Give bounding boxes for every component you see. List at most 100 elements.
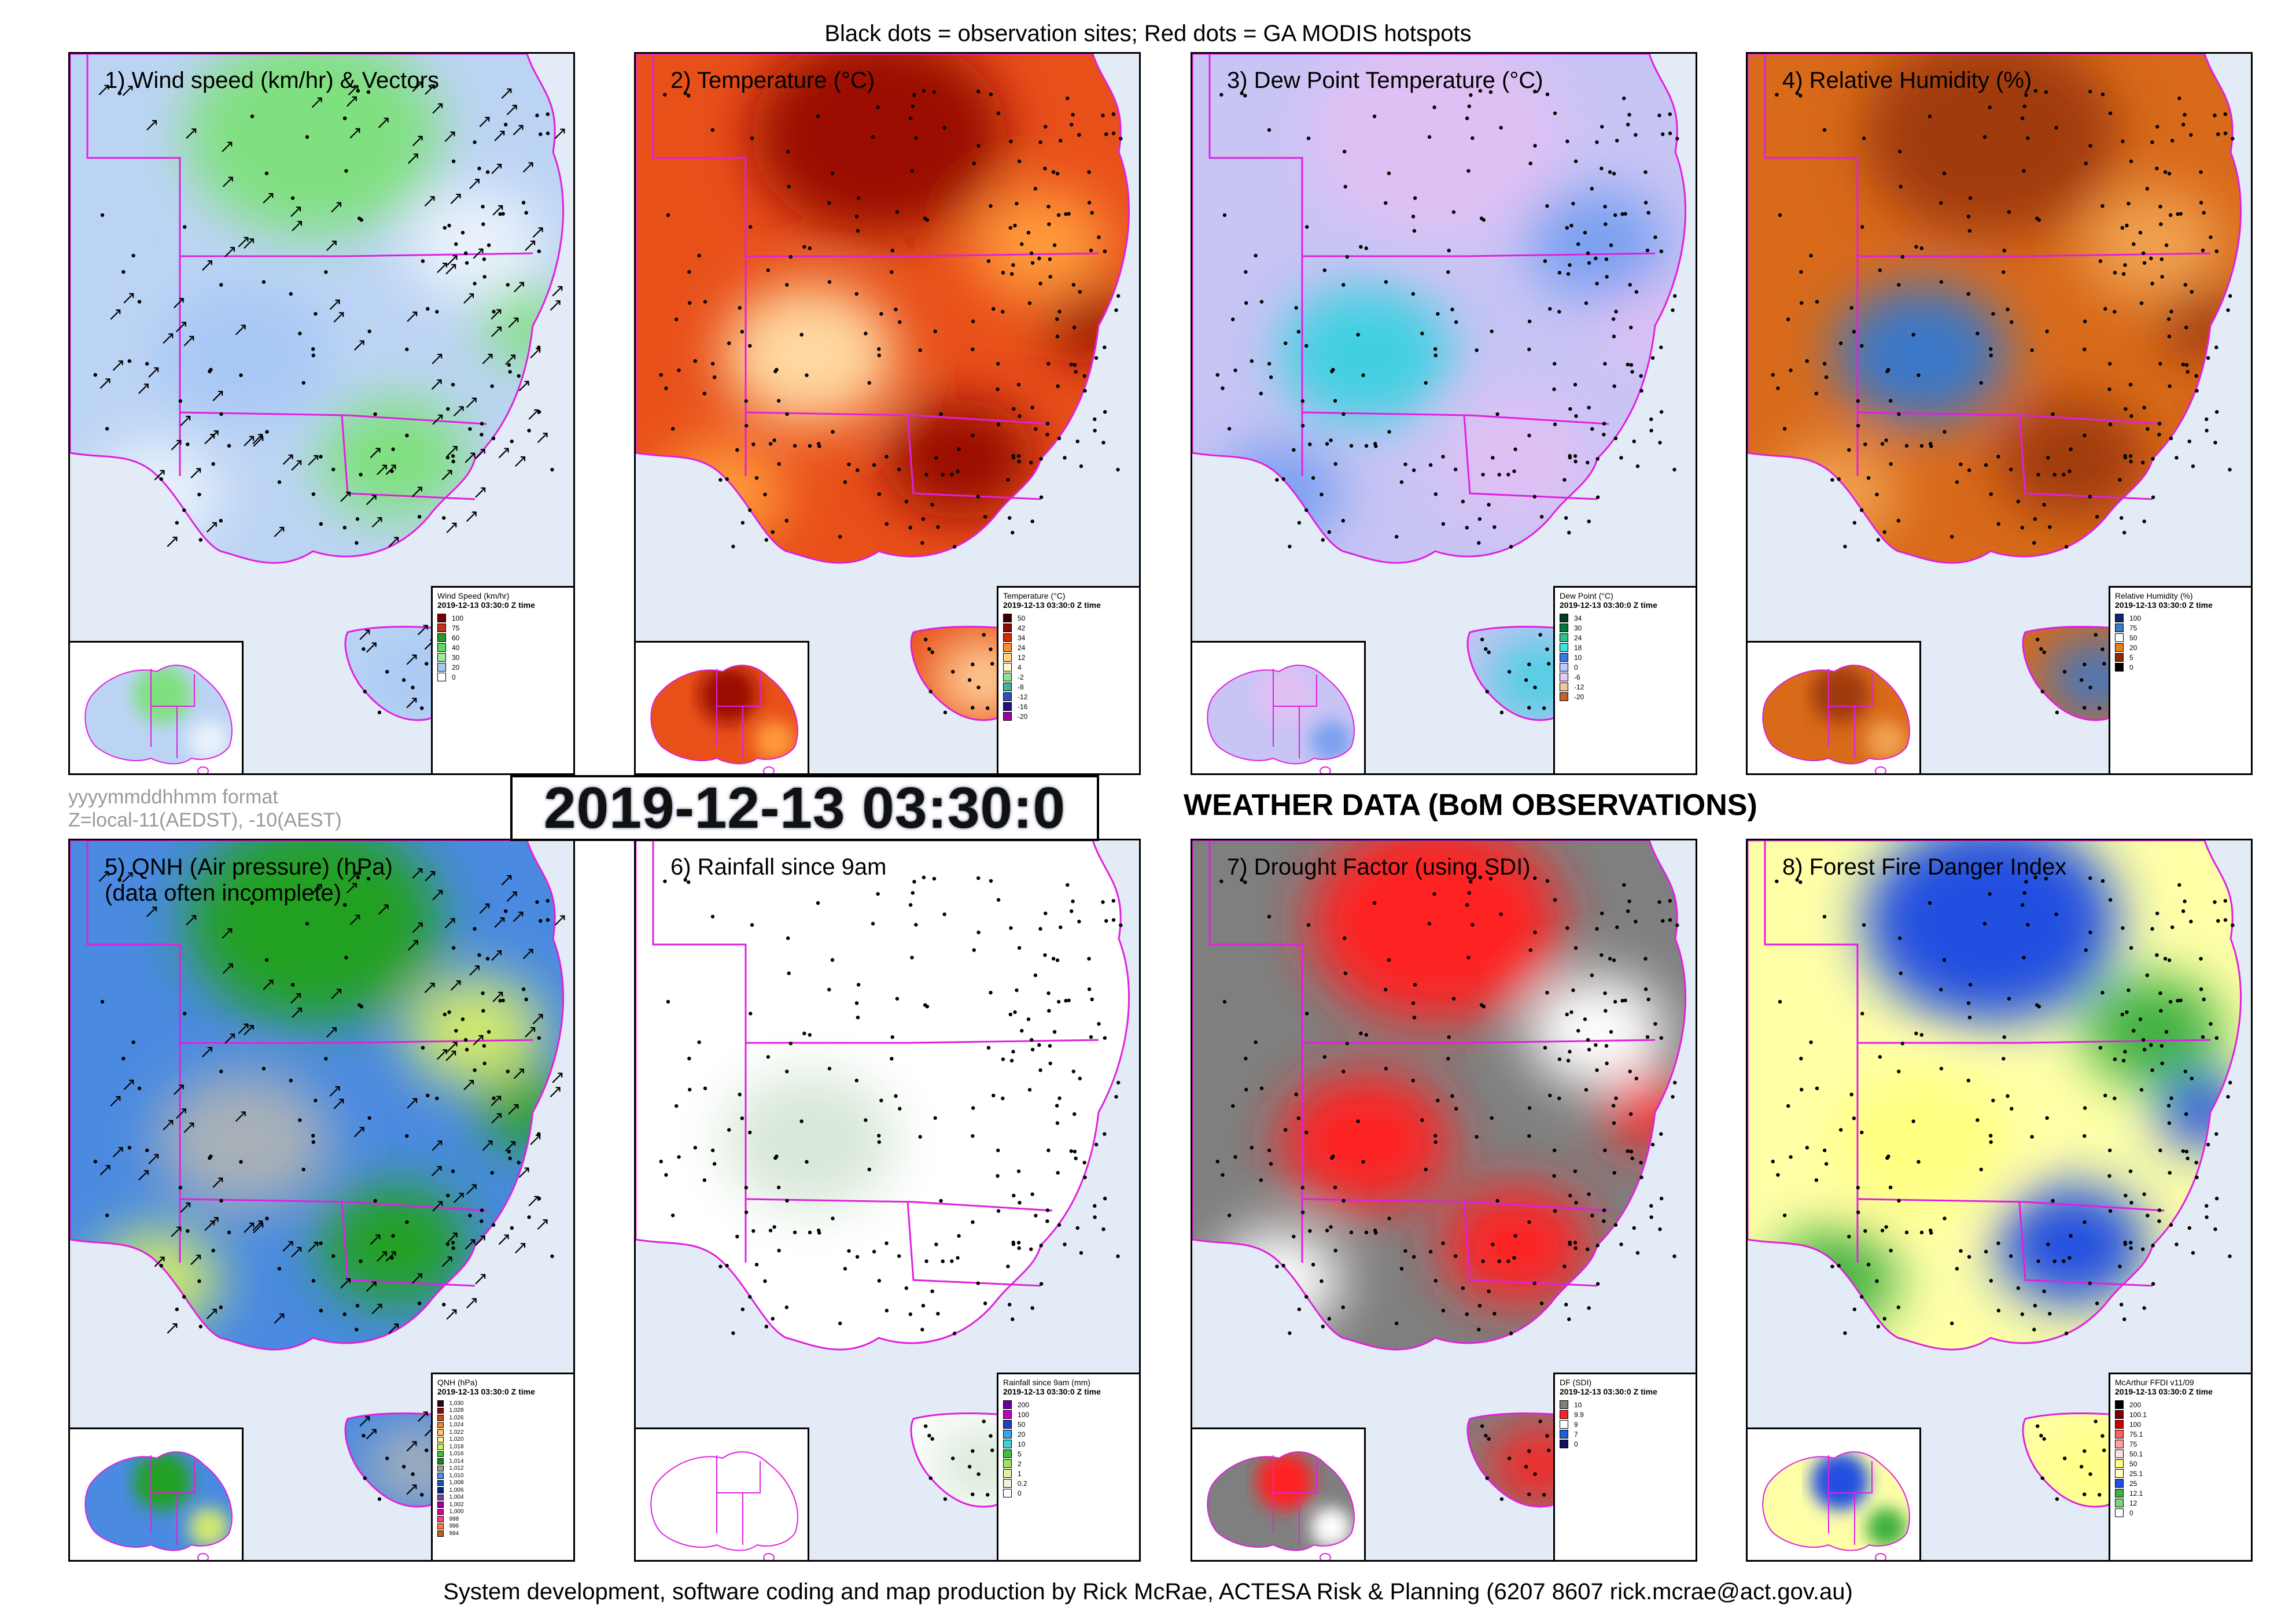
legend-item: 12.1 <box>2115 1488 2251 1498</box>
main-title: WEATHER DATA (BoM OBSERVATIONS) <box>1184 788 1757 822</box>
legend-swatch <box>1003 1469 1012 1478</box>
legend-swatch <box>437 663 446 672</box>
legend-rh: Relative Humidity (%) 2019-12-13 03:30:0 … <box>2109 586 2251 773</box>
field-patch <box>1863 840 2118 1023</box>
state-borders <box>1208 54 1656 500</box>
legend-label: 7 <box>1574 1430 1578 1438</box>
legend-swatch <box>2115 1449 2124 1458</box>
legend-label: 34 <box>1574 614 1582 622</box>
legend-item: 1,028 <box>437 1407 573 1415</box>
legend-swatch <box>437 1429 444 1436</box>
panel-qnh: 5) QNH (Air pressure) (hPa) (data often … <box>68 839 575 1562</box>
legend-label: 2 <box>1018 1459 1022 1468</box>
legend-swatch <box>2115 614 2124 622</box>
legend-item: -2 <box>1003 672 1139 682</box>
legend-label: -12 <box>1574 683 1584 691</box>
legend-swatch <box>1003 1449 1012 1458</box>
legend-label: 0 <box>452 673 456 681</box>
legend-swatch <box>1560 1420 1568 1429</box>
legend-item: 24 <box>1560 633 1696 643</box>
field-patch <box>1996 1185 2147 1305</box>
legend-label: 1,004 <box>449 1494 464 1501</box>
field-patch <box>1308 840 1562 1023</box>
legend-swatch <box>2115 624 2124 632</box>
legend-label: 1,024 <box>449 1422 464 1429</box>
legend-label: 100 <box>1018 1410 1030 1419</box>
legend-wind: Wind Speed (km/hr) 2019-12-13 03:30:0 Z t… <box>431 586 573 773</box>
legend-label: 42 <box>1018 624 1026 632</box>
legend-title: DF (SDI) <box>1560 1378 1592 1387</box>
legend-swatch <box>1560 1430 1568 1438</box>
legend-item: 5 <box>2115 652 2251 662</box>
legend-item: 1,006 <box>437 1486 573 1494</box>
legend-swatch <box>1560 1410 1568 1419</box>
legend-swatch <box>437 1516 444 1522</box>
legend-swatch <box>437 1508 444 1515</box>
legend-date: 2019-12-13 03:30:0 Z time <box>437 600 535 610</box>
legend-swatch <box>1003 624 1012 632</box>
legend-label: 75 <box>452 624 460 632</box>
legend-label: 100 <box>452 614 464 622</box>
legend-label: 12 <box>2129 1499 2137 1507</box>
field-patch <box>2083 976 2222 1087</box>
legend-item: 200 <box>1003 1400 1139 1410</box>
field-patch <box>1441 1185 1591 1305</box>
field-patch <box>2158 1075 2241 1149</box>
legend-item: 1,002 <box>437 1501 573 1508</box>
australia-inset-map <box>1192 641 1366 773</box>
legend-item: 30 <box>1560 623 1696 633</box>
legend-label: 50 <box>2129 1459 2137 1468</box>
legend-swatch <box>1560 673 1568 681</box>
legend-label: 1,028 <box>449 1407 464 1414</box>
legend-label: 25.1 <box>2129 1469 2143 1478</box>
legend-swatch <box>2115 633 2124 642</box>
legend-date: 2019-12-13 03:30:0 Z time <box>1003 600 1101 610</box>
legend-rain: Rainfall since 9am (mm) 2019-12-13 03:30:… <box>997 1373 1139 1560</box>
legend-label: 10 <box>1018 1440 1026 1448</box>
legend-item: 100 <box>437 613 573 623</box>
legend-label: -16 <box>1018 702 1028 711</box>
legend-item: 0 <box>1003 1488 1139 1498</box>
legend-item: -20 <box>1003 711 1139 721</box>
field-patch <box>1441 399 1591 519</box>
legend-label: 1,012 <box>449 1465 464 1472</box>
legend-item: 50 <box>2115 633 2251 643</box>
legend-label: 24 <box>1574 633 1582 642</box>
field-patch <box>157 285 330 424</box>
legend-title: Rainfall since 9am (mm) <box>1003 1378 1090 1387</box>
legend-item: 24 <box>1003 643 1139 652</box>
legend-item: 1 <box>1003 1469 1139 1478</box>
legend-swatch <box>1003 673 1012 681</box>
legend-swatch <box>437 1502 444 1508</box>
panel-rainfall: 6) Rainfall since 9am Rainfall since 9am … <box>634 839 1141 1562</box>
legend-swatch <box>1560 633 1568 642</box>
legend-date: 2019-12-13 03:30:0 Z time <box>2115 1387 2213 1396</box>
legend-label: 1,030 <box>449 1400 464 1407</box>
legend-swatch <box>437 1530 444 1537</box>
legend-swatch <box>1003 663 1012 672</box>
field-patch <box>1046 289 1129 363</box>
legend-label: -2 <box>1018 673 1024 681</box>
legend-title: Temperature (°C) <box>1003 591 1066 600</box>
legend-swatch <box>437 653 446 662</box>
legend-item: 10 <box>1560 652 1696 662</box>
legend-label: 0 <box>1018 1489 1022 1497</box>
legend-item: 9.9 <box>1560 1410 1696 1419</box>
australia-inset-map <box>636 641 809 773</box>
legend-label: 18 <box>1574 643 1582 652</box>
australia-inset-map <box>1748 1427 1921 1560</box>
legend-label: -6 <box>1574 673 1580 681</box>
state-borders <box>1764 54 2211 500</box>
legend-label: -8 <box>1018 683 1024 691</box>
legend-swatch <box>1560 614 1568 622</box>
field-patch <box>723 1072 896 1211</box>
legend-swatch <box>437 1473 444 1479</box>
legend-swatch <box>1560 692 1568 701</box>
legend-swatch <box>437 643 446 652</box>
legend-swatch <box>1003 633 1012 642</box>
legend-item: 100 <box>1003 1410 1139 1419</box>
legend-item: 50 <box>1003 1419 1139 1429</box>
observation-sites <box>93 868 565 1501</box>
legend-label: 50 <box>2129 633 2137 642</box>
legend-item: 18 <box>1560 643 1696 652</box>
